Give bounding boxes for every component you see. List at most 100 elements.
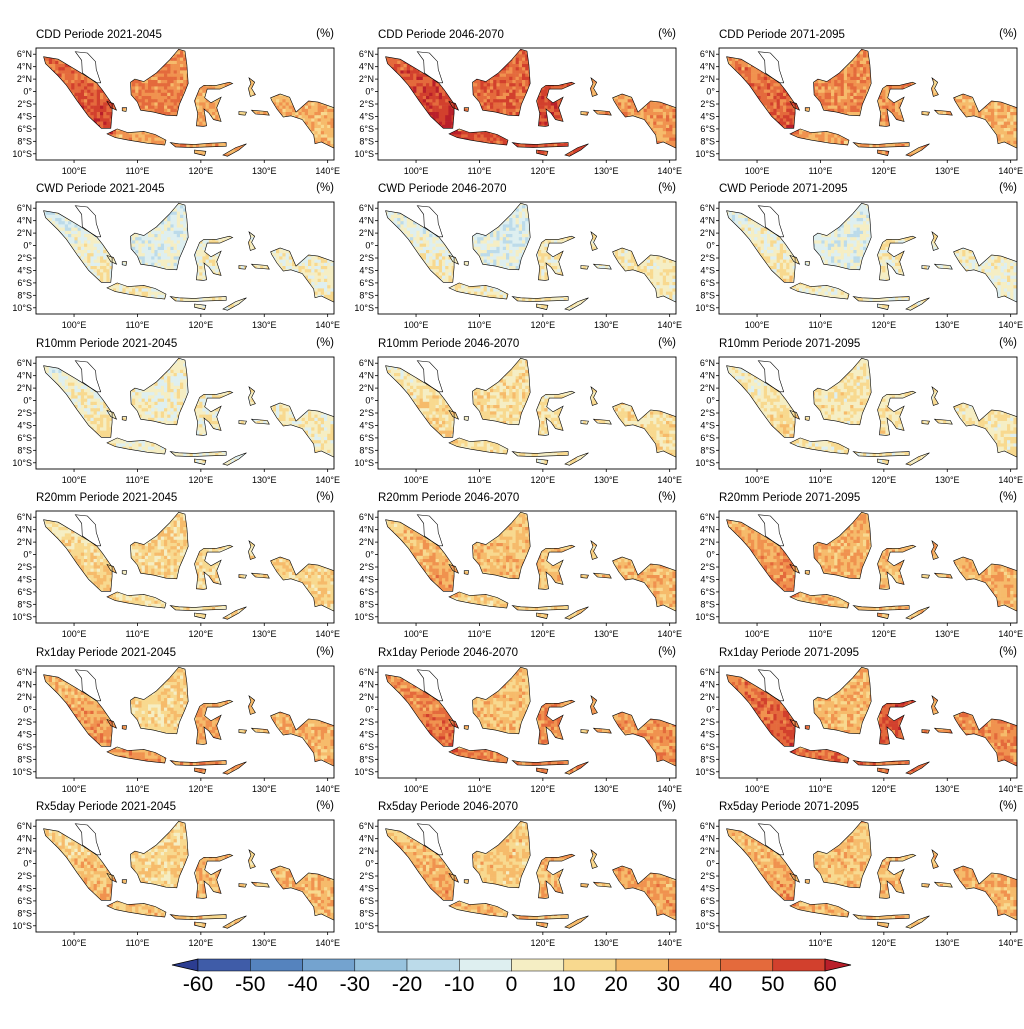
lat-tick-label: 2°N <box>17 846 32 856</box>
lon-tick-label: 130°E <box>252 475 277 485</box>
colorbar-segment <box>303 959 355 971</box>
lat-tick-label: 4°S <box>700 729 715 739</box>
lat-tick-label: 4°N <box>700 216 715 226</box>
lat-tick-label: 2°S <box>700 253 715 263</box>
lon-tick-label: 130°E <box>935 784 960 794</box>
lat-tick-label: 8°S <box>700 908 715 918</box>
lon-tick-label: 100°E <box>62 784 87 794</box>
lat-tick-label: 0° <box>706 550 715 560</box>
lat-tick-label: 4°S <box>17 265 32 275</box>
lat-tick-label: 10°S <box>12 767 32 777</box>
lat-tick-label: 0° <box>365 705 374 715</box>
colorbar-segment <box>773 959 825 971</box>
lat-tick-label: 6°S <box>359 896 374 906</box>
lat-tick-label: 8°S <box>700 136 715 146</box>
lon-tick-label: 100°E <box>404 784 429 794</box>
colorbar-segment <box>564 959 616 971</box>
lon-tick-label: 140°E <box>657 166 682 176</box>
lon-tick-label: 140°E <box>998 475 1023 485</box>
lat-tick-label: 2°S <box>700 99 715 109</box>
colorbar-segment <box>512 959 564 971</box>
lat-tick-label: 4°N <box>700 680 715 690</box>
lat-tick-label: 6°S <box>700 896 715 906</box>
lon-tick-label: 140°E <box>998 320 1023 330</box>
lon-tick-label: 140°E <box>315 938 340 948</box>
lat-tick-label: 10°S <box>695 612 715 622</box>
lat-tick-label: 4°N <box>359 216 374 226</box>
lat-tick-label: 10°S <box>12 303 32 313</box>
field-raster <box>36 48 337 160</box>
lat-tick-label: 4°S <box>17 574 32 584</box>
lon-tick-label: 100°E <box>404 475 429 485</box>
lat-tick-label: 2°S <box>17 562 32 572</box>
colorbar-segment <box>721 959 773 971</box>
lat-tick-label: 6°N <box>359 49 374 59</box>
field-raster <box>36 202 337 314</box>
lat-tick-label: 10°S <box>695 303 715 313</box>
colorbar-label: -50 <box>235 973 265 996</box>
field-raster <box>719 357 1020 469</box>
lon-tick-label: 140°E <box>657 629 682 639</box>
lon-tick-label: 130°E <box>594 629 619 639</box>
lon-tick-label: 110°E <box>467 166 491 176</box>
lon-tick-label: 120°E <box>872 629 897 639</box>
lat-tick-label: 2°S <box>359 99 374 109</box>
lat-tick-label: 8°S <box>17 290 32 300</box>
lat-tick-label: 4°N <box>359 62 374 72</box>
colorbar-label: 60 <box>813 973 836 996</box>
lon-tick-label: 100°E <box>745 320 770 330</box>
lat-tick-label: 6°S <box>700 587 715 597</box>
lon-tick-label: 110°E <box>808 784 832 794</box>
lon-tick-label: 110°E <box>467 475 491 485</box>
lat-tick-label: 6°S <box>17 742 32 752</box>
field-raster <box>378 202 679 314</box>
lon-tick-label: 110°E <box>808 320 832 330</box>
lon-tick-label: 120°E <box>189 320 214 330</box>
lon-tick-label: 130°E <box>935 166 960 176</box>
colorbar-label: 50 <box>761 973 784 996</box>
lat-tick-label: 2°N <box>359 692 374 702</box>
lat-tick-label: 10°S <box>12 612 32 622</box>
lon-tick-label: 130°E <box>252 320 277 330</box>
lat-tick-label: 2°S <box>359 717 374 727</box>
lat-tick-label: 6°S <box>359 124 374 134</box>
lat-tick-label: 4°N <box>700 371 715 381</box>
lat-tick-label: 2°S <box>17 871 32 881</box>
lon-tick-label: 100°E <box>62 475 87 485</box>
lat-tick-label: 4°S <box>700 420 715 430</box>
lon-tick-label: 110°E <box>467 320 491 330</box>
lon-tick-label: 140°E <box>998 938 1023 948</box>
lat-tick-label: 4°N <box>359 680 374 690</box>
lon-tick-label: 130°E <box>252 166 277 176</box>
lon-tick-label: 140°E <box>657 784 682 794</box>
lat-tick-label: 2°S <box>700 717 715 727</box>
lon-tick-label: 120°E <box>872 475 897 485</box>
lon-tick-label: 110°E <box>467 784 491 794</box>
lat-tick-label: 6°N <box>359 667 374 677</box>
lon-tick-label: 140°E <box>998 166 1023 176</box>
colorbar-max-arrow <box>825 959 851 971</box>
colorbar-segment <box>355 959 407 971</box>
lon-tick-label: 110°E <box>808 166 832 176</box>
lat-tick-label: 2°S <box>17 408 32 418</box>
lon-tick-label: 130°E <box>594 475 619 485</box>
lon-tick-label: 100°E <box>404 320 429 330</box>
lat-tick-label: 4°S <box>17 420 32 430</box>
lat-tick-label: 8°S <box>359 445 374 455</box>
lon-tick-label: 140°E <box>657 475 682 485</box>
lat-tick-label: 8°S <box>17 136 32 146</box>
lat-tick-label: 10°S <box>354 612 374 622</box>
lat-tick-label: 6°N <box>359 512 374 522</box>
colorbar-segment <box>616 959 668 971</box>
lat-tick-label: 2°N <box>17 537 32 547</box>
lon-tick-label: 100°E <box>745 166 770 176</box>
